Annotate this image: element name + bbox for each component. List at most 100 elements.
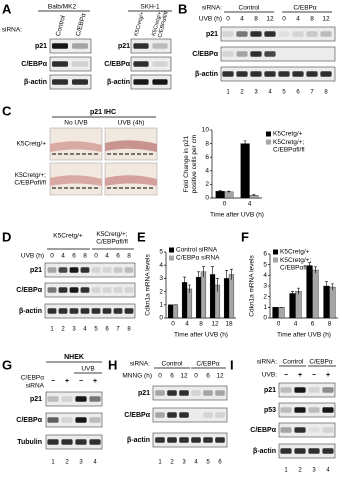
x-tick-label: 4 bbox=[185, 321, 189, 328]
lane-number: 7 bbox=[310, 90, 314, 96]
blot-band bbox=[308, 407, 320, 413]
blot-band bbox=[280, 407, 292, 413]
blot-band bbox=[292, 31, 304, 37]
sirna-label: siRNA: bbox=[202, 5, 222, 12]
y-tick-label: 1 bbox=[263, 304, 267, 311]
blot-band bbox=[294, 387, 306, 393]
blot-band bbox=[152, 43, 168, 49]
lane-number: 3 bbox=[312, 468, 316, 474]
blot-band bbox=[80, 308, 90, 314]
blot-band bbox=[75, 396, 87, 402]
legend-label: K5Cretg/+; C/EBPαfl/fl bbox=[280, 257, 312, 271]
legend-label: K5Cretg/+; C/EBPαfl/fl bbox=[273, 139, 305, 153]
group-label: Control bbox=[162, 361, 184, 368]
group-label: C/EBPα bbox=[196, 361, 220, 368]
lane-number: 1 bbox=[158, 460, 162, 466]
blot-band bbox=[124, 267, 134, 273]
legend-swatch bbox=[169, 247, 174, 253]
bar bbox=[329, 286, 336, 319]
y-tick-label: 6 bbox=[205, 154, 209, 161]
blot-band bbox=[278, 31, 290, 37]
blot bbox=[220, 46, 336, 62]
error-bar bbox=[187, 284, 191, 293]
blot-band bbox=[52, 43, 68, 49]
error-bar bbox=[229, 268, 233, 280]
error-bar bbox=[197, 271, 201, 283]
x-tick-label: 0 bbox=[171, 321, 175, 328]
sign-label: + bbox=[93, 378, 97, 385]
blot-band bbox=[47, 396, 59, 402]
bar bbox=[323, 285, 330, 319]
blot-band bbox=[222, 51, 234, 57]
blot-band bbox=[264, 71, 276, 77]
y-tick-label: 2 bbox=[205, 181, 209, 188]
blot-band bbox=[102, 287, 112, 293]
blot-band bbox=[236, 51, 248, 57]
blot bbox=[45, 391, 103, 407]
x-axis-label: Time after UVB (h) bbox=[277, 332, 331, 339]
blot-band bbox=[250, 71, 262, 77]
ihc-images bbox=[49, 127, 158, 196]
y-axis-label: Cdkn1a mRNA levels bbox=[145, 254, 152, 316]
treatment-label: UVB: bbox=[262, 372, 277, 379]
condition-label: UVB (4h) bbox=[118, 120, 145, 127]
error-bar bbox=[211, 266, 215, 283]
treatment-label: UVB (h) bbox=[21, 253, 44, 260]
blot-band bbox=[133, 79, 149, 85]
blot-band bbox=[61, 439, 73, 445]
group-label: Balb/MK2 bbox=[48, 4, 77, 11]
blot-band bbox=[236, 31, 248, 37]
group-label: Control bbox=[239, 5, 261, 12]
bar bbox=[181, 282, 188, 319]
bar bbox=[186, 288, 193, 319]
group-label: C/EBPα bbox=[293, 5, 317, 12]
error-bar bbox=[325, 281, 329, 291]
row-label: K5Cretg/+ bbox=[17, 141, 47, 148]
time-label: 8 bbox=[127, 253, 131, 260]
time-label: 12 bbox=[180, 373, 188, 380]
error-bar bbox=[330, 283, 334, 291]
blot-band bbox=[102, 308, 112, 314]
y-tick-label: 2 bbox=[159, 288, 163, 295]
panel-letter: B bbox=[178, 1, 187, 16]
blot-band bbox=[236, 71, 248, 77]
y-tick-label: 10 bbox=[202, 127, 210, 134]
blot-band bbox=[72, 43, 88, 49]
row-label: p53 bbox=[264, 407, 276, 414]
lane-label: K5Cretg/+;C/EBPαfl/fl bbox=[152, 9, 171, 38]
blot bbox=[152, 432, 228, 448]
error-bar bbox=[183, 276, 187, 288]
blot-band bbox=[47, 417, 59, 423]
blot bbox=[49, 56, 92, 72]
blot-band bbox=[203, 437, 213, 443]
panel-letter: D bbox=[2, 229, 11, 244]
lane-number: 8 bbox=[324, 90, 328, 96]
blot-band bbox=[113, 287, 123, 293]
lane-number: 2 bbox=[240, 90, 244, 96]
blot-band bbox=[75, 439, 87, 445]
blot-band bbox=[91, 267, 101, 273]
lane-number: 4 bbox=[93, 460, 97, 466]
blot-band bbox=[75, 417, 87, 423]
sign-label: + bbox=[326, 372, 330, 379]
x-tick-label: 0 bbox=[277, 321, 281, 328]
time-label: 4 bbox=[296, 16, 300, 23]
blot-band bbox=[133, 61, 149, 67]
lane-number: 5 bbox=[206, 460, 210, 466]
row-label: C/EBPα bbox=[16, 287, 42, 294]
blot-band bbox=[47, 287, 57, 293]
y-axis-label: Cdkn1a mRNA levels bbox=[249, 255, 256, 317]
lane-label: K5Cretg/+ bbox=[134, 11, 146, 37]
legend-swatch bbox=[273, 249, 278, 255]
lane-number: 5 bbox=[94, 327, 98, 333]
bar bbox=[272, 307, 279, 319]
blot-band bbox=[280, 448, 292, 454]
blot-band bbox=[306, 51, 317, 57]
panel-letter: I bbox=[230, 357, 234, 372]
legend-label: K5Cretg/+ bbox=[273, 131, 303, 138]
blot-band bbox=[280, 427, 292, 433]
row-label: C/EBPα bbox=[250, 427, 276, 434]
sign-label: + bbox=[65, 378, 69, 385]
blot-band bbox=[292, 51, 303, 57]
